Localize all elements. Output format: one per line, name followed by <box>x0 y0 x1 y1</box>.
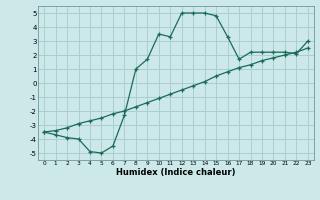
X-axis label: Humidex (Indice chaleur): Humidex (Indice chaleur) <box>116 168 236 177</box>
